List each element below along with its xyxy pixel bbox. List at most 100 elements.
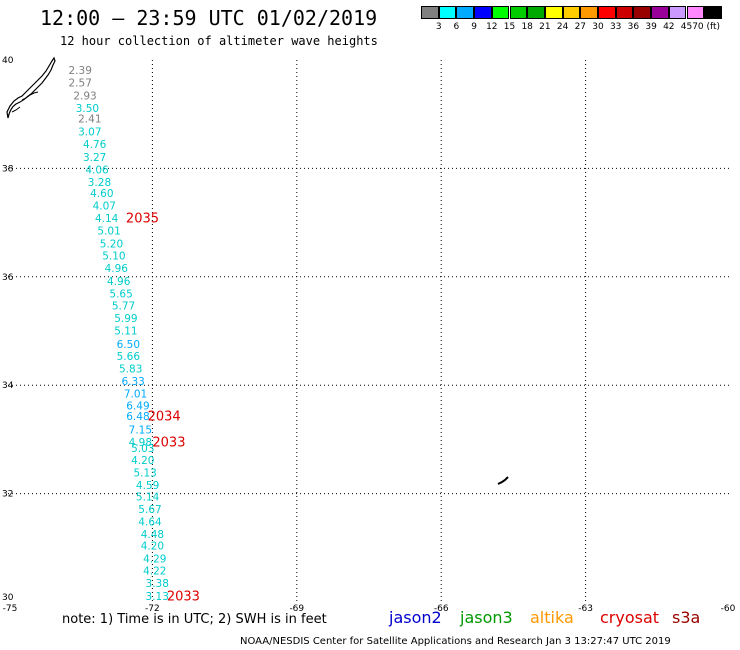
- colorbar-label: 9: [471, 22, 477, 32]
- colorbar-swatch: [491, 6, 510, 19]
- y-tick-label: 34: [2, 381, 14, 391]
- bermuda-island: [497, 476, 509, 485]
- pass-time-label: 2034: [148, 410, 181, 425]
- wave-height-label: 4.64: [138, 516, 162, 528]
- colorbar-label: 70 (ft): [692, 22, 721, 32]
- wave-height-label: 5.77: [112, 301, 135, 313]
- colorbar-swatch: [668, 6, 687, 19]
- wave-height-label: 7.01: [124, 388, 147, 400]
- colorbar-label: 36: [627, 22, 640, 32]
- mission-legend-jason3: jason3: [460, 608, 513, 627]
- wave-height-label: 5.03: [131, 443, 154, 455]
- colorbar-label: 42: [663, 22, 675, 32]
- wave-height-label: 2.39: [69, 65, 92, 77]
- colorbar-label: 39: [645, 22, 657, 32]
- colorbar-swatch: [474, 6, 492, 19]
- wave-height-label: 3.28: [88, 177, 111, 189]
- colorbar-swatch: [686, 6, 705, 19]
- colorbar-swatch: [456, 6, 475, 19]
- x-tick-label: -72: [145, 604, 160, 614]
- wave-height-label: 2.57: [69, 77, 92, 89]
- wave-height-label: 3.13: [146, 591, 169, 603]
- wave-height-label: 4.98: [129, 437, 152, 449]
- x-tick-label: -66: [434, 604, 449, 614]
- colorbar-label: 30: [592, 22, 604, 32]
- colorbar-swatch: [438, 6, 457, 19]
- wave-height-label: 3.07: [78, 127, 101, 139]
- wave-height-label: 4.14: [95, 213, 119, 225]
- wave-height-label: 5.20: [100, 238, 123, 250]
- wave-height-label: 6.50: [117, 339, 140, 351]
- y-tick-label: 30: [2, 593, 14, 603]
- wave-height-label: 4.96: [107, 276, 131, 288]
- colorbar-swatch: [562, 6, 581, 19]
- colorbar-label: 21: [539, 22, 551, 32]
- wave-height-label: 4.60: [90, 188, 113, 200]
- colorbar-label: 45: [680, 22, 693, 32]
- colorbar-label: 33: [609, 22, 622, 32]
- colorbar-swatch: [633, 6, 652, 19]
- mission-legend-altika: altika: [530, 608, 574, 627]
- colorbar-swatch: [651, 6, 669, 19]
- y-tick-label: 36: [2, 273, 14, 283]
- mission-legend-s3a: s3a: [672, 608, 701, 627]
- wave-height-label: 6.48: [126, 411, 149, 423]
- wave-height-label: 4.76: [83, 139, 107, 151]
- wave-height-label: 5.11: [114, 326, 137, 338]
- wave-height-label: 5.99: [114, 313, 137, 325]
- wave-height-label: 5.83: [119, 363, 142, 375]
- pass-time-label: 2033: [152, 436, 185, 451]
- pass-time-label: 2035: [126, 211, 159, 226]
- colorbar-label: 24: [556, 22, 569, 32]
- colorbar-label: 27: [574, 22, 587, 32]
- wave-height-label: 4.06: [85, 165, 109, 177]
- wave-height-label: 5.10: [102, 251, 125, 263]
- x-tick-label: -63: [578, 604, 593, 614]
- wave-height-label: 5.65: [109, 289, 132, 301]
- colorbar-label: 6: [453, 22, 460, 32]
- colorbar-label: 3: [435, 22, 442, 32]
- mission-legend-cryosat: cryosat: [600, 608, 660, 627]
- colorbar-swatch: [421, 6, 439, 19]
- colorbar-swatch: [598, 6, 616, 19]
- credit-line: NOAA/NESDIS Center for Satellite Applica…: [240, 636, 671, 647]
- wave-height-label: 2.93: [73, 90, 96, 102]
- pass-time-label: 2033: [167, 590, 200, 605]
- colorbar-label: 18: [521, 22, 533, 32]
- x-tick-label: -69: [289, 604, 304, 614]
- x-tick-label: -75: [3, 604, 18, 614]
- wave-height-label: 4.20: [131, 455, 154, 467]
- coastline: [6, 56, 56, 119]
- wave-height-label: 6.33: [121, 376, 144, 388]
- wave-height-label: 6.49: [126, 400, 149, 412]
- wave-height-label: 4.07: [93, 200, 116, 212]
- wave-height-label: 4.48: [141, 529, 164, 541]
- wave-height-label: 4.96: [105, 263, 129, 275]
- colorbar-label: 15: [503, 22, 516, 32]
- wave-height-label: 5.67: [138, 504, 161, 516]
- colorbar-swatch: [527, 6, 545, 19]
- y-tick-label: 40: [2, 56, 14, 66]
- wave-height-label: 5.14: [136, 491, 160, 503]
- map-subtitle: 12 hour collection of altimeter wave hei…: [60, 34, 378, 48]
- wave-height-label: 3.27: [83, 152, 106, 164]
- colorbar-label: 12: [486, 22, 498, 32]
- wave-height-label: 4.29: [143, 554, 166, 566]
- wave-height-label: 7.15: [129, 425, 152, 437]
- wave-height-label: 3.38: [146, 578, 169, 590]
- map-title: 12:00 – 23:59 UTC 01/02/2019: [40, 6, 378, 30]
- wave-height-label: 2.41: [78, 114, 101, 126]
- footer-note: note: 1) Time is in UTC; 2) SWH is in fe…: [62, 612, 327, 627]
- wave-height-label: 3.50: [76, 103, 99, 115]
- y-tick-label: 38: [2, 164, 14, 174]
- colorbar-swatch: [615, 6, 634, 19]
- wave-height-label: 4.22: [143, 566, 166, 578]
- colorbar-swatch: [509, 6, 528, 19]
- x-tick-label: -60: [721, 604, 736, 614]
- mission-legend-jason2: jason2: [389, 608, 442, 627]
- wave-height-label: 4.20: [141, 541, 164, 553]
- colorbar-swatch: [704, 6, 722, 19]
- wave-height-label: 5.01: [97, 225, 120, 237]
